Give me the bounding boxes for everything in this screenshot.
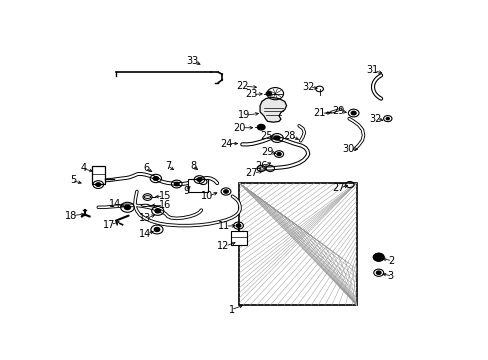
Circle shape bbox=[373, 253, 383, 261]
Text: 14: 14 bbox=[139, 229, 151, 239]
Circle shape bbox=[197, 178, 202, 181]
Circle shape bbox=[224, 190, 228, 193]
Circle shape bbox=[155, 209, 160, 213]
Text: 6: 6 bbox=[143, 163, 149, 174]
Text: 3: 3 bbox=[387, 271, 393, 281]
Circle shape bbox=[236, 224, 240, 227]
Ellipse shape bbox=[144, 195, 151, 198]
Bar bbox=[92, 166, 105, 184]
Text: 10: 10 bbox=[200, 191, 212, 201]
Text: 24: 24 bbox=[220, 139, 232, 149]
Text: 32: 32 bbox=[301, 82, 314, 92]
Text: 5: 5 bbox=[70, 175, 76, 185]
Text: 2: 2 bbox=[387, 256, 393, 266]
Circle shape bbox=[350, 111, 355, 115]
Text: 32: 32 bbox=[368, 114, 381, 123]
Circle shape bbox=[257, 125, 264, 130]
Text: 31: 31 bbox=[366, 66, 378, 75]
Text: 27: 27 bbox=[331, 183, 344, 193]
Circle shape bbox=[174, 182, 179, 186]
Text: 12: 12 bbox=[217, 241, 229, 251]
Text: 18: 18 bbox=[64, 211, 77, 221]
Text: 14: 14 bbox=[108, 199, 121, 209]
Text: 22: 22 bbox=[236, 81, 248, 91]
Circle shape bbox=[265, 92, 271, 96]
Text: 27: 27 bbox=[245, 168, 258, 178]
Text: 21: 21 bbox=[313, 108, 325, 118]
Text: 17: 17 bbox=[102, 220, 115, 230]
Circle shape bbox=[376, 271, 380, 274]
Text: 8: 8 bbox=[190, 161, 196, 171]
Text: 15: 15 bbox=[159, 191, 171, 201]
Circle shape bbox=[274, 136, 279, 140]
Text: 23: 23 bbox=[244, 90, 257, 99]
Text: 20: 20 bbox=[233, 123, 245, 133]
Circle shape bbox=[386, 117, 388, 120]
Circle shape bbox=[153, 177, 158, 180]
Text: 4: 4 bbox=[81, 163, 87, 174]
Text: 9: 9 bbox=[183, 186, 189, 196]
Bar bbox=[230, 231, 246, 245]
Circle shape bbox=[154, 228, 160, 231]
Text: 29: 29 bbox=[261, 147, 274, 157]
Bar bbox=[239, 183, 356, 305]
Text: 26: 26 bbox=[255, 161, 267, 171]
Circle shape bbox=[276, 153, 281, 156]
Text: 30: 30 bbox=[342, 144, 354, 154]
Text: 11: 11 bbox=[217, 221, 229, 231]
Text: 16: 16 bbox=[159, 201, 171, 210]
Text: 28: 28 bbox=[283, 131, 295, 141]
Bar bbox=[188, 179, 207, 192]
Text: 19: 19 bbox=[237, 110, 249, 120]
Circle shape bbox=[124, 205, 130, 210]
Text: 13: 13 bbox=[139, 213, 151, 224]
Text: 29: 29 bbox=[331, 106, 344, 116]
Ellipse shape bbox=[141, 204, 149, 207]
Polygon shape bbox=[260, 97, 286, 122]
Circle shape bbox=[96, 183, 101, 186]
Text: 33: 33 bbox=[185, 56, 198, 66]
Text: 25: 25 bbox=[260, 131, 272, 141]
Text: 7: 7 bbox=[165, 161, 171, 171]
Text: 1: 1 bbox=[229, 305, 235, 315]
